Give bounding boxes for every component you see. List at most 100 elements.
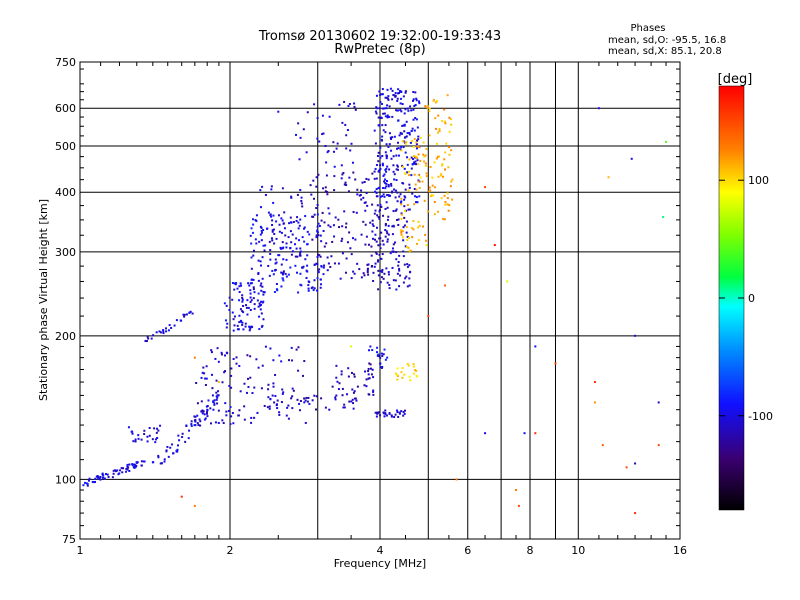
data-point <box>271 219 274 222</box>
data-point <box>280 263 283 266</box>
data-point <box>407 189 410 192</box>
data-point <box>299 400 302 403</box>
data-point <box>394 241 397 244</box>
data-point <box>298 402 301 405</box>
data-point <box>353 390 356 393</box>
data-point <box>287 359 290 362</box>
data-point <box>269 213 272 216</box>
data-point <box>406 235 409 238</box>
y-tick-label: 100 <box>55 473 76 486</box>
data-point <box>341 237 344 240</box>
data-point <box>657 444 660 447</box>
data-point <box>388 168 391 171</box>
data-point <box>313 263 316 266</box>
data-point <box>231 411 234 414</box>
data-point <box>424 162 427 165</box>
data-point <box>99 478 102 481</box>
data-point <box>291 233 294 236</box>
data-point <box>159 424 162 427</box>
data-point <box>148 434 151 437</box>
data-point <box>404 151 407 154</box>
data-point <box>195 382 198 385</box>
data-point <box>391 89 394 92</box>
data-point <box>385 230 388 233</box>
data-point <box>400 145 403 148</box>
data-point <box>276 399 279 402</box>
data-point <box>127 426 130 429</box>
data-point <box>434 101 437 104</box>
data-point <box>625 466 628 469</box>
data-point <box>143 429 146 432</box>
data-point <box>146 435 149 438</box>
data-point <box>401 230 404 233</box>
data-point <box>424 164 427 167</box>
data-point <box>405 135 408 138</box>
axis-ticks <box>80 62 680 539</box>
data-point <box>210 373 213 376</box>
data-point <box>378 169 381 172</box>
data-point <box>386 281 389 284</box>
data-point <box>287 404 290 407</box>
data-point <box>299 272 302 275</box>
data-point <box>404 108 407 111</box>
data-point <box>381 164 384 167</box>
data-point <box>304 258 307 261</box>
data-point <box>383 180 386 183</box>
data-point <box>177 434 180 437</box>
data-point <box>364 209 367 212</box>
data-point <box>301 266 304 269</box>
y-tick-label: 500 <box>55 140 76 153</box>
data-point <box>235 362 238 365</box>
data-point <box>410 129 413 132</box>
data-point <box>378 107 381 110</box>
data-point <box>385 143 388 146</box>
data-point <box>306 270 309 273</box>
data-point <box>333 165 336 168</box>
data-point <box>379 164 382 167</box>
data-point <box>274 373 277 376</box>
data-point <box>285 258 288 261</box>
data-point <box>396 373 399 376</box>
data-point <box>437 155 440 158</box>
data-point <box>391 233 394 236</box>
data-point <box>285 242 288 245</box>
data-point <box>205 365 208 368</box>
data-point <box>306 264 309 267</box>
data-point <box>415 374 418 377</box>
data-point <box>86 482 89 485</box>
x-axis-label: Frequency [MHz] <box>334 557 426 570</box>
data-point <box>275 237 278 240</box>
data-point <box>168 324 171 327</box>
data-point <box>386 238 389 241</box>
data-point <box>340 240 343 243</box>
data-point <box>389 87 392 90</box>
data-point <box>387 273 390 276</box>
data-point <box>390 184 393 187</box>
data-point <box>205 377 208 380</box>
data-point <box>249 289 252 292</box>
data-point <box>401 124 404 127</box>
data-point <box>386 240 389 243</box>
data-point <box>213 403 216 406</box>
data-point <box>239 282 242 285</box>
data-point <box>132 466 135 469</box>
data-point <box>385 201 388 204</box>
data-point <box>348 176 351 179</box>
data-point <box>368 349 371 352</box>
data-point <box>86 484 89 487</box>
data-point <box>143 460 146 463</box>
data-point <box>176 444 179 447</box>
data-point <box>258 240 261 243</box>
data-point <box>443 194 446 197</box>
data-point <box>229 423 232 426</box>
data-point <box>381 107 384 110</box>
data-point <box>374 233 377 236</box>
data-point <box>175 319 178 322</box>
data-point <box>333 189 336 192</box>
data-point <box>396 272 399 275</box>
data-point <box>402 226 405 229</box>
data-point <box>387 98 390 101</box>
data-point <box>242 304 245 307</box>
data-point <box>378 124 381 127</box>
data-point <box>341 394 344 397</box>
